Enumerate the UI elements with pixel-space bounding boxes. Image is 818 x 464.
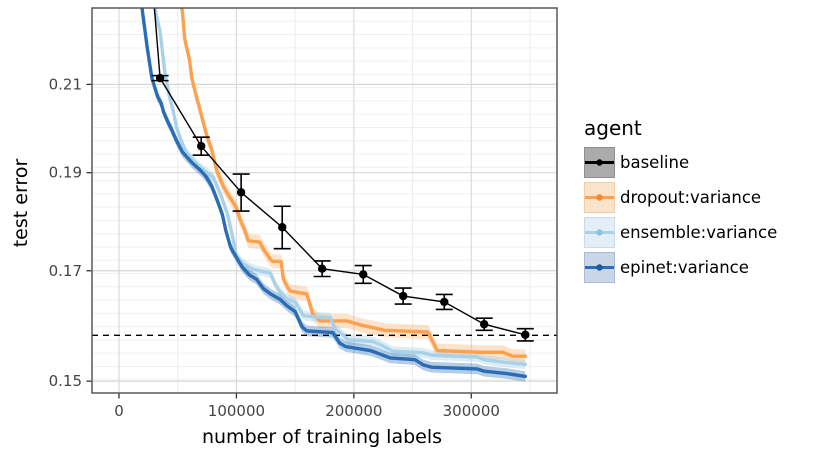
legend-key-swatch (584, 217, 615, 248)
baseline-point (359, 270, 368, 279)
y-tick-label: 0.19 (49, 164, 82, 182)
y-tick-label: 0.17 (49, 262, 82, 280)
ribbon-dropout:variance (180, 8, 526, 364)
legend: agent baseline dropout:variance ensemble… (584, 116, 816, 287)
x-axis-title: number of training labels (201, 426, 443, 448)
baseline-point (521, 330, 530, 339)
legend-key-dot (596, 194, 603, 201)
baseline-point (278, 223, 287, 232)
line-ensemble:variance (153, 8, 527, 366)
x-tick-label: 300000 (443, 402, 500, 420)
baseline-point (398, 291, 408, 301)
legend-entry-label: baseline (620, 153, 690, 172)
x-tick-label: 100000 (208, 402, 265, 420)
baseline-point (236, 188, 246, 197)
line-epinet:variance (140, 8, 527, 379)
legend-entry-dropout: dropout:variance (584, 182, 816, 213)
baseline-point (197, 141, 206, 151)
gridlines-minor-vertical (177, 8, 531, 393)
legend-entry-label: dropout:variance (620, 188, 762, 207)
baseline-point (440, 297, 449, 307)
legend-entry-label: epinet:variance (620, 258, 749, 277)
baseline-series (151, 8, 534, 342)
series-lines (140, 8, 527, 379)
x-tick-label: 0 (114, 402, 124, 420)
y-axis-title: test error (10, 158, 32, 248)
y-tick-label: 0.21 (49, 75, 82, 93)
panel-border (91, 7, 558, 394)
x-tick-label: 200000 (325, 402, 382, 420)
legend-entry-ensemble: ensemble:variance (584, 217, 816, 248)
legend-key-dot (596, 229, 603, 236)
legend-key-swatch (584, 252, 615, 283)
legend-entry-label: ensemble:variance (620, 223, 778, 242)
y-tick-label: 0.15 (49, 372, 82, 390)
baseline-point (155, 73, 165, 83)
gridlines-major (92, 8, 557, 393)
legend-title: agent (584, 116, 642, 140)
legend-key-dot (596, 159, 603, 166)
legend-entry-baseline: baseline (584, 147, 816, 178)
gridlines-minor-horizontal (92, 20, 557, 381)
legend-key-swatch (584, 147, 615, 178)
axis-ticks: 0 100000 200000 300000 0.15 0.17 0.19 0.21 (49, 75, 500, 420)
baseline-point (479, 320, 489, 329)
line-dropout:variance (180, 8, 527, 358)
legend-entry-epinet: epinet:variance (584, 252, 816, 283)
legend-key-dot (596, 264, 603, 271)
legend-key-swatch (584, 182, 615, 213)
baseline-point (317, 264, 327, 273)
